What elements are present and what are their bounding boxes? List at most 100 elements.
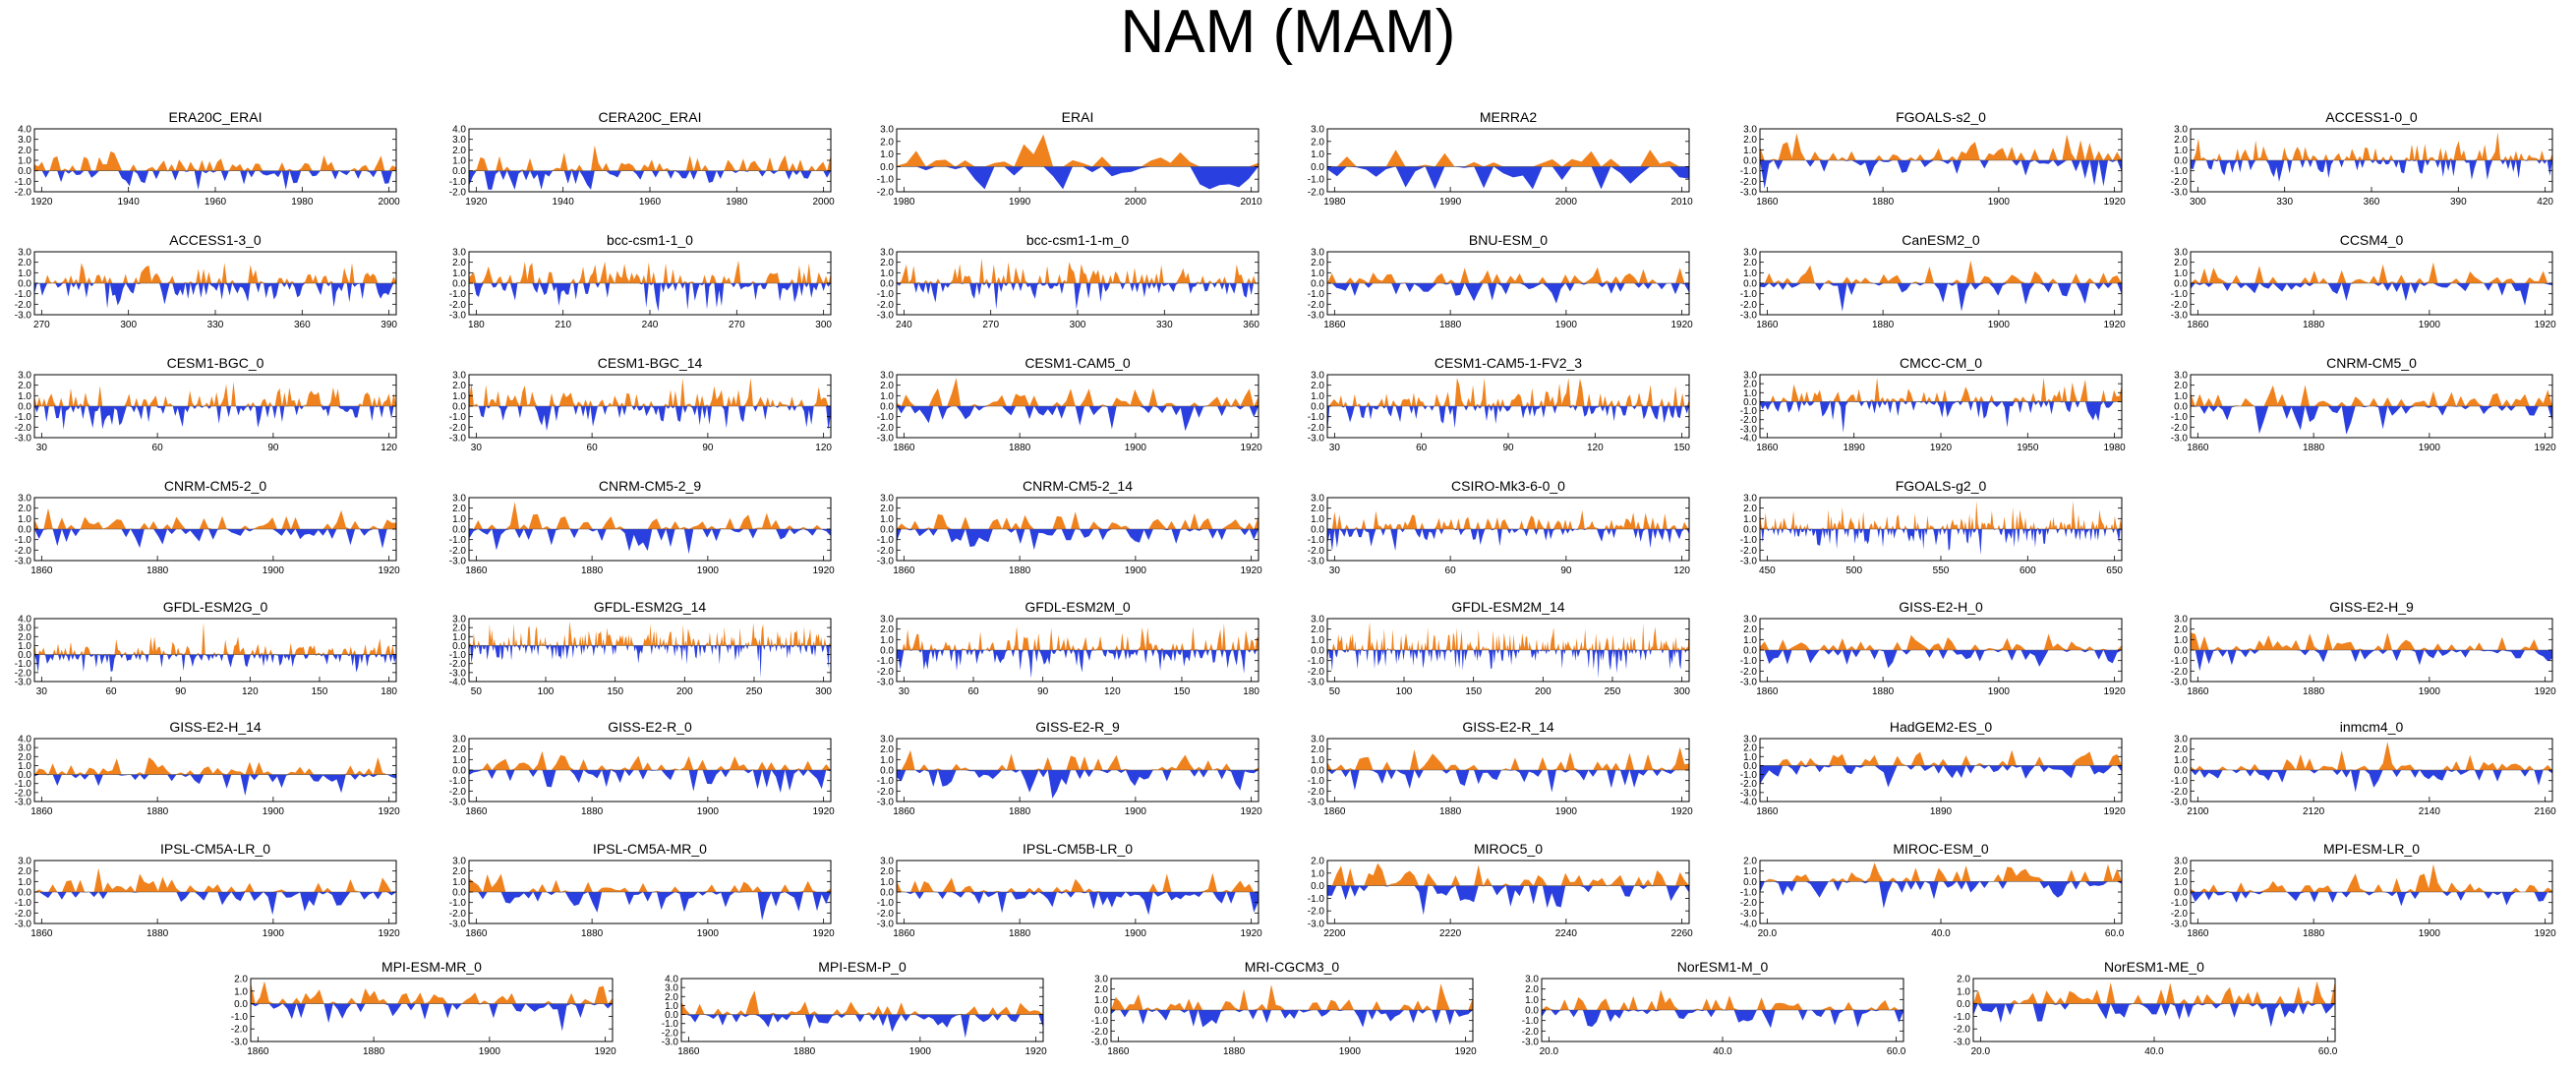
x-tick-label: 1880	[1009, 928, 1031, 939]
y-tick-label: -3.0	[662, 1038, 679, 1048]
x-tick-label: 60	[1416, 443, 1428, 453]
x-tick-label: 1900	[1988, 320, 2011, 330]
panel-34: HadGEM2-ES_0 3.02.01.00.0-1.0-2.0-3.0-4.0…	[1740, 719, 2127, 817]
x-tick-label: 1860	[893, 443, 915, 453]
negative-area	[2191, 650, 2552, 672]
y-tick-label: 0.0	[2174, 402, 2188, 413]
x-tick-label: 450	[1759, 565, 1776, 576]
x-tick-label: 1900	[1125, 565, 1147, 576]
x-tick-label: 1920	[813, 928, 836, 939]
x-tick-label: 1860	[1756, 320, 1779, 330]
x-tick-label: 1900	[1125, 443, 1147, 453]
y-tick-label: -2.0	[231, 1025, 249, 1036]
plot-frame	[250, 978, 614, 1042]
x-tick-label: 1880	[1872, 320, 1895, 330]
y-tick-label: 0.0	[880, 279, 894, 290]
y-tick-label: 0.0	[452, 166, 466, 177]
x-tick-label: 200	[1535, 686, 1551, 697]
x-tick-label: 300	[815, 320, 832, 330]
x-tick-label: 1900	[1125, 806, 1147, 817]
y-tick-label: 2.0	[452, 381, 466, 391]
y-tick-label: 1.0	[18, 156, 31, 167]
panel-22: CSIRO-Mk3-6-0_0 3.02.01.00.0-1.0-2.0-3.0 3…	[1308, 478, 1691, 576]
y-tick-label: 2.0	[880, 504, 894, 514]
x-tick-label: 1880	[2303, 320, 2325, 330]
y-tick-label: -1.0	[15, 535, 32, 546]
y-tick-label: 1.0	[1743, 388, 1757, 399]
y-tick-label: -2.0	[1740, 546, 1758, 557]
panel-title: CESM1-CAM5_0	[1025, 355, 1131, 371]
x-tick-label: 1920	[1930, 443, 1953, 453]
y-tick-label: -3.0	[1740, 188, 1758, 199]
x-tick-label: 1860	[893, 806, 915, 817]
y-tick-label: -1.0	[877, 289, 895, 300]
positive-area	[2191, 863, 2552, 892]
negative-area	[2191, 160, 2552, 182]
y-tick-label: 2.0	[18, 752, 31, 763]
panel-title: ACCESS1-3_0	[169, 232, 262, 248]
plot-frame	[1759, 860, 2123, 924]
x-tick-label: 60.0	[1887, 1046, 1906, 1057]
x-tick-label: 1920	[30, 197, 53, 208]
y-tick-label: 1.0	[2174, 635, 2188, 646]
y-tick-label: 3.0	[452, 135, 466, 146]
y-tick-label: -3.0	[1954, 1038, 1971, 1048]
x-tick-label: 120	[815, 443, 832, 453]
x-tick-label: 1900	[263, 928, 285, 939]
y-tick-label: -1.0	[1522, 1016, 1540, 1027]
x-tick-label: 1880	[146, 928, 169, 939]
y-tick-label: -3.0	[1740, 788, 1758, 799]
y-tick-label: -1.0	[1740, 656, 1758, 667]
y-tick-label: 4.0	[18, 615, 31, 625]
y-tick-label: 3.0	[18, 248, 31, 259]
panel-title: CSIRO-Mk3-6-0_0	[1451, 478, 1565, 494]
panel-26: GFDL-ESM2M_0 3.02.01.00.0-1.0-2.0-3.0 30 60…	[877, 599, 1260, 697]
panel-title: CNRM-CM5-2_14	[1023, 478, 1133, 494]
x-tick-label: 1880	[146, 565, 169, 576]
panel-40: MIROC-ESM_0 2.01.00.0-1.0-2.0-3.0-4.020.0…	[1740, 841, 2125, 939]
x-tick-label: 1950	[2017, 443, 2039, 453]
negative-area	[1973, 1003, 2335, 1028]
negative-area	[1327, 770, 1689, 793]
panel-title: FGOALS-g2_0	[1896, 478, 1987, 494]
x-tick-label: 1860	[1323, 320, 1346, 330]
y-tick-label: -3.0	[1308, 434, 1325, 445]
x-tick-label: 1860	[2187, 686, 2209, 697]
y-tick-label: -2.0	[877, 546, 895, 557]
y-tick-label: -2.0	[877, 787, 895, 798]
y-tick-label: 1.0	[452, 268, 466, 279]
y-tick-label: -2.0	[1522, 1027, 1540, 1038]
y-tick-label: 1.0	[452, 632, 466, 643]
x-tick-label: 1920	[2104, 806, 2127, 817]
negative-area	[1760, 765, 2122, 788]
x-tick-label: 1940	[118, 197, 141, 208]
y-tick-label: 2.0	[18, 504, 31, 514]
y-tick-label: -2.0	[15, 300, 32, 311]
y-tick-label: 0.0	[1311, 766, 1324, 777]
x-tick-label: 1880	[1872, 686, 1895, 697]
y-tick-label: 3.0	[880, 125, 894, 136]
x-tick-label: 1920	[1241, 443, 1263, 453]
y-tick-label: 2.0	[18, 866, 31, 877]
positive-area	[681, 990, 1043, 1015]
y-tick-label: 3.0	[1743, 125, 1757, 136]
y-tick-label: -1.0	[877, 535, 895, 546]
x-tick-label: 1920	[1025, 1046, 1048, 1057]
positive-area	[1327, 863, 1689, 886]
panel-title: GISS-E2-H_0	[1899, 599, 1983, 615]
x-tick-label: 1980	[291, 197, 314, 208]
x-tick-label: 50	[1329, 686, 1341, 697]
x-tick-label: 1900	[1555, 806, 1578, 817]
x-tick-label: 1860	[893, 565, 915, 576]
x-tick-label: 1880	[1009, 806, 1031, 817]
x-tick-label: 30	[471, 443, 483, 453]
x-tick-label: 1920	[1241, 928, 1263, 939]
x-tick-label: 1920	[1241, 806, 1263, 817]
y-tick-label: 1.0	[1743, 635, 1757, 646]
y-tick-label: -2.0	[877, 188, 895, 199]
panel-19: CNRM-CM5-2_0 3.02.01.00.0-1.0-2.0-3.01860…	[15, 478, 400, 576]
y-tick-label: 3.0	[1311, 125, 1324, 136]
y-tick-label: -1.0	[877, 412, 895, 423]
